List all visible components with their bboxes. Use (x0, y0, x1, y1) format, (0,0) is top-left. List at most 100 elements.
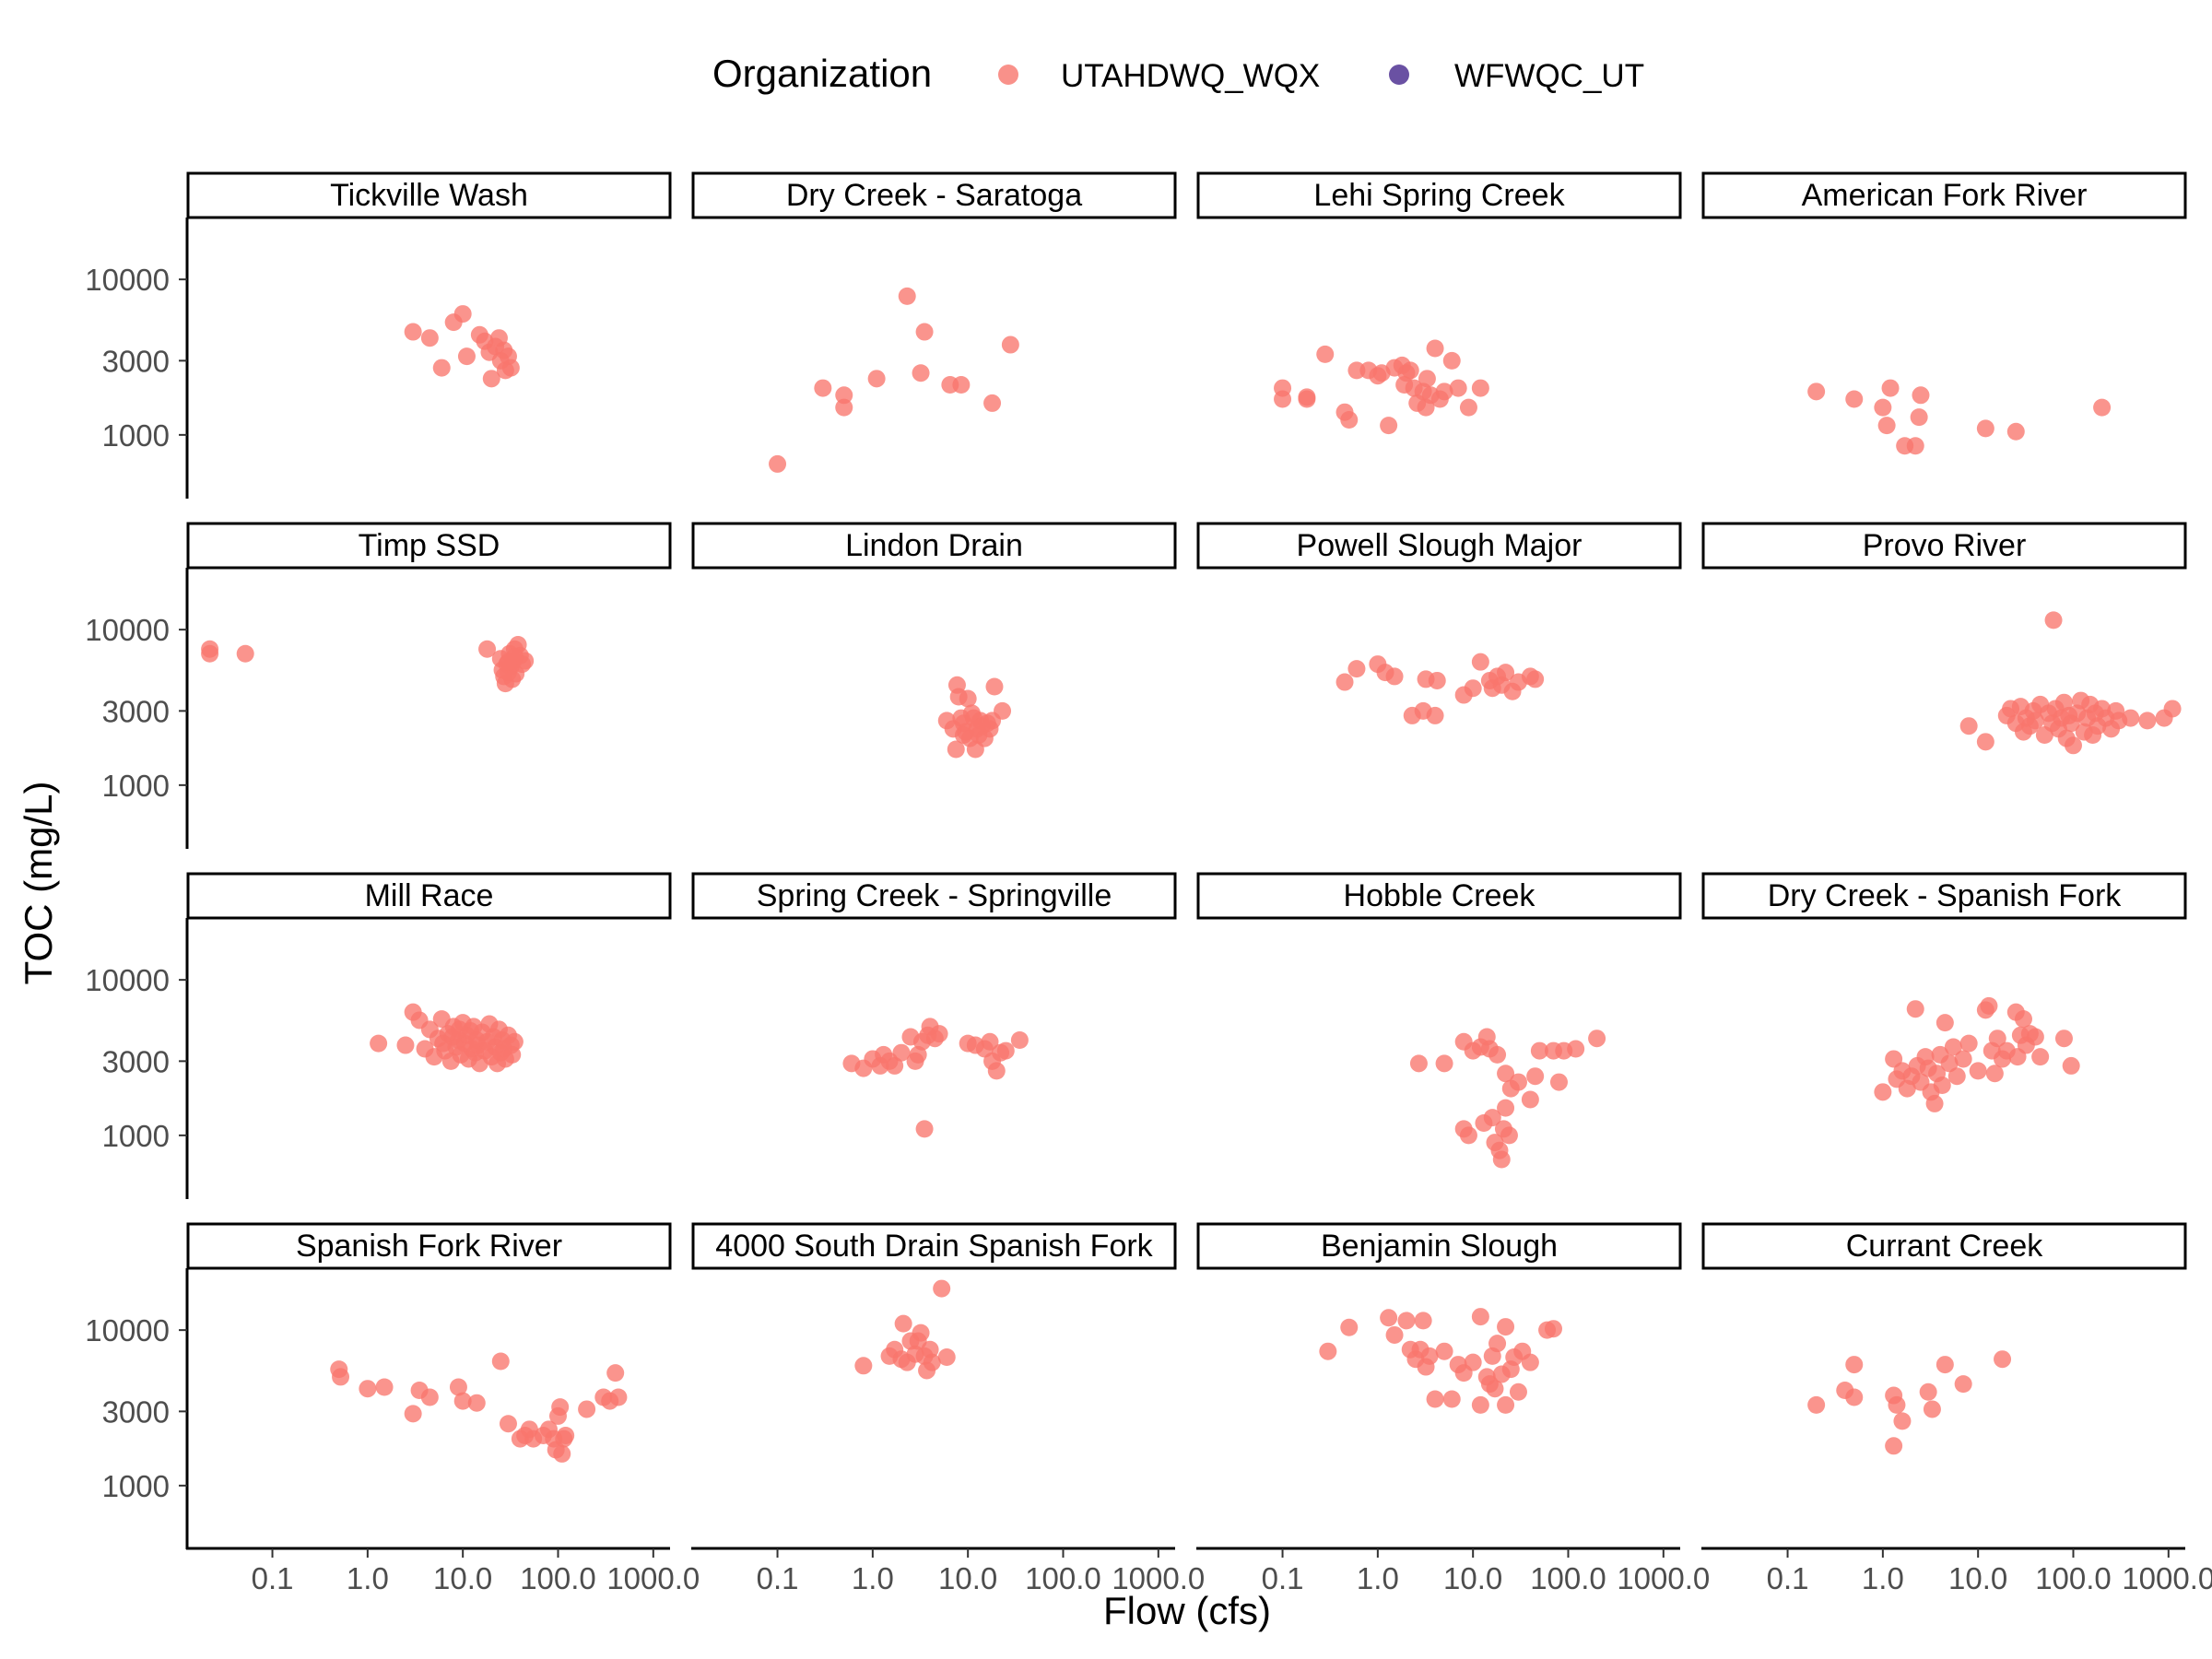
y-tick-label: 1000 (102, 769, 170, 803)
data-point (2163, 700, 2182, 718)
data-point (2064, 736, 2082, 755)
x-tick-label: 1000.0 (1112, 1561, 1205, 1595)
data-point (1414, 1312, 1432, 1330)
data-point (1906, 1000, 1924, 1018)
data-point (983, 394, 1002, 412)
data-point (2006, 422, 2025, 441)
facet-panel: Lindon Drain (691, 522, 1177, 759)
x-tick-label: 0.1 (1262, 1561, 1304, 1595)
facet-panel: Dry Creek - Spanish Fork (1701, 872, 2187, 1112)
data-point (1464, 679, 1482, 698)
data-point (457, 347, 476, 366)
data-point (1298, 388, 1316, 406)
data-point (1335, 673, 1354, 691)
data-point (1435, 382, 1453, 401)
facet-strip (1701, 872, 2187, 920)
data-point (1420, 1347, 1439, 1365)
y-tick-label: 10000 (85, 1313, 170, 1347)
y-tick-label: 1000 (102, 418, 170, 453)
data-point (1985, 1065, 2004, 1083)
data-point (1401, 361, 1419, 380)
facet-strip (691, 1222, 1177, 1270)
data-point (1347, 660, 1366, 678)
data-point (1885, 1437, 1903, 1455)
data-point (557, 1426, 575, 1444)
facet-panel: American Fork River (1701, 171, 2187, 455)
data-point (1874, 398, 1892, 417)
x-tick-label: 0.1 (252, 1561, 294, 1595)
data-point (553, 1444, 571, 1463)
data-point (453, 305, 472, 324)
data-point (996, 1041, 1015, 1060)
data-point (201, 640, 219, 658)
facet-panel: Currant Creek 0.1 1.0 10.0 100.0 1000.0 (1701, 1222, 2212, 1595)
data-point (396, 1036, 415, 1054)
data-point (370, 1034, 388, 1053)
facet-strip (186, 1222, 672, 1270)
data-point (1509, 1073, 1527, 1091)
x-tick-label: 10.0 (1948, 1561, 2007, 1595)
data-point (1530, 1041, 1548, 1060)
data-point (1976, 733, 1994, 751)
y-tick-label: 3000 (102, 1394, 170, 1429)
data-point (450, 1020, 468, 1039)
data-point (930, 1025, 948, 1043)
x-tick-label: 1.0 (852, 1561, 894, 1595)
facet-panels: Tickville Wash 1000 3000 10000 Dry Creek - S… (85, 171, 2212, 1595)
legend-label-wfwqc: WFWQC_UT (1454, 58, 1644, 94)
data-point (1549, 1073, 1568, 1091)
facet-strip-label: Spring Creek - Springville (757, 878, 1112, 913)
legend-label-utahdwq: UTAHDWQ_WQX (1061, 58, 1320, 94)
data-point (959, 689, 977, 708)
data-point (937, 1347, 956, 1366)
data-point (1417, 398, 1435, 417)
facet-strip (691, 171, 1177, 219)
data-point (1459, 398, 1477, 417)
facet-strip (691, 872, 1177, 920)
data-point (1521, 1353, 1539, 1371)
facet-panel: 4000 South Drain Spanish Fork 0.1 1.0 10.0 1… (691, 1222, 1205, 1595)
facet-strip-label: Hobble Creek (1344, 878, 1536, 913)
data-point (912, 1324, 930, 1342)
data-point (1418, 370, 1436, 388)
data-point (1888, 1395, 1906, 1414)
data-point (609, 1388, 628, 1406)
data-point (1807, 1395, 1826, 1414)
data-point (954, 725, 972, 744)
facet-strip-label: Currant Creek (1846, 1229, 2044, 1264)
y-axis-title: TOC (mg/L) (17, 782, 60, 985)
legend-key-utahdwq (998, 65, 1018, 85)
data-point (1509, 1382, 1527, 1401)
data-point (499, 1415, 517, 1433)
data-point (2062, 1056, 2080, 1075)
data-point (1954, 1375, 1972, 1394)
data-point (1947, 1067, 1966, 1086)
data-point (1409, 1054, 1428, 1073)
data-point (854, 1357, 873, 1375)
y-tick-label: 3000 (102, 1044, 170, 1078)
facet-strip-label: Timp SSD (359, 528, 500, 563)
facet-strip-label: Lehi Spring Creek (1313, 178, 1565, 213)
data-point (2026, 1028, 2044, 1046)
data-point (2044, 611, 2063, 629)
data-point (453, 1392, 472, 1410)
data-point (404, 1405, 422, 1423)
data-point (1380, 417, 1398, 435)
facet-panel: Spring Creek - Springville (691, 872, 1177, 1138)
facet-strip (1701, 1222, 2187, 1270)
facet-strip-label: Dry Creek - Spanish Fork (1768, 878, 2123, 913)
data-point (499, 653, 517, 671)
facet-panel: Hobble Creek (1196, 872, 1682, 1169)
data-point (1940, 1054, 1959, 1073)
facet-strip-label: Provo River (1863, 528, 2027, 563)
x-tick-label: 100.0 (1025, 1561, 1101, 1595)
data-point (1567, 1040, 1585, 1058)
data-point (420, 329, 439, 347)
data-point (1919, 1382, 1937, 1401)
facet-strip (186, 872, 672, 920)
data-point (1486, 1380, 1504, 1398)
data-point (1874, 1083, 1892, 1101)
data-point (1471, 1395, 1489, 1414)
facet-panel: Powell Slough Major (1196, 522, 1682, 724)
